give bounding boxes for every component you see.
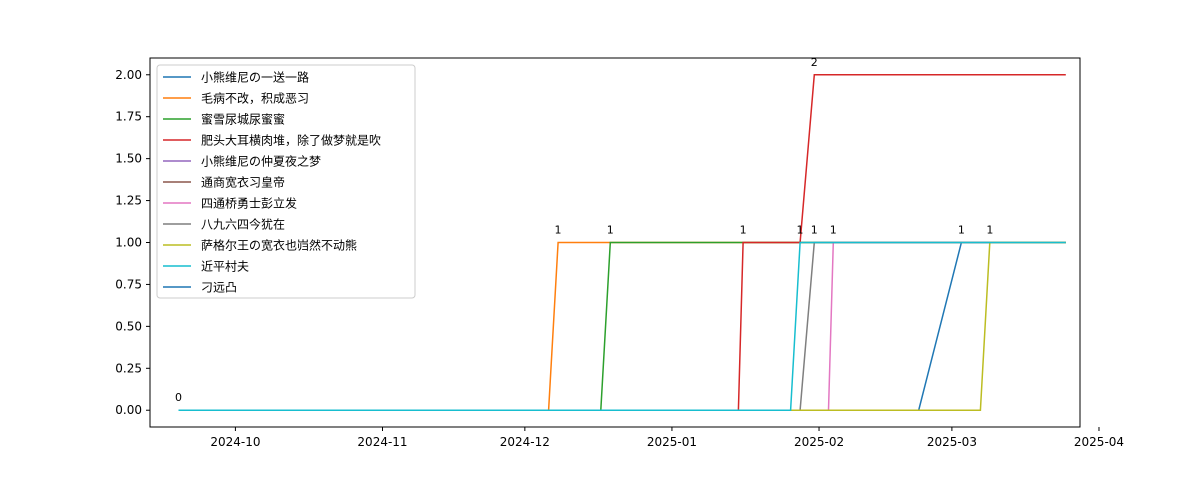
data-labels: 01 1 1 1 1 121 1: [175, 56, 993, 404]
series-layer: [178, 74, 1066, 411]
legend-label-1: 毛病不改，积成恶习: [201, 91, 309, 106]
y-axis: 0.00 0.25 0.50 0.75 1.00 1.25 1.50 1.75 2.00: [115, 68, 150, 417]
data-label-0: 0: [175, 391, 182, 404]
y-tick-label-6: 1.50: [115, 152, 142, 166]
legend-label-8: 萨格尔王の宽衣也岿然不动熊: [201, 238, 357, 253]
data-label-5: 1: [811, 224, 818, 237]
legend: 小熊维尼の一送一路毛病不改，积成恶习蜜雪尿城尿蜜蜜肥头大耳横肉堆，除了做梦就是吹…: [156, 64, 416, 299]
y-tick-label-3: 0.75: [115, 277, 142, 291]
x-tick-label-4: 2025-02: [794, 435, 844, 449]
legend-box: [156, 64, 416, 299]
legend-label-7: 八九六四今犹在: [201, 217, 285, 232]
y-tick-label-2: 0.50: [115, 319, 142, 333]
data-label-3: 1: [740, 224, 747, 237]
legend-label-3: 肥头大耳横肉堆，除了做梦就是吹: [201, 133, 381, 148]
y-tick-label-0: 0.00: [115, 403, 142, 417]
legend-label-10: 刁远凸: [201, 281, 237, 295]
data-label-8: 1: [958, 224, 965, 237]
x-tick-label-2: 2024-12: [500, 435, 550, 449]
data-label-7: 2: [811, 56, 818, 69]
x-tick-label-3: 2025-01: [647, 435, 697, 449]
y-tick-label-1: 0.25: [115, 361, 142, 375]
x-tick-label-5: 2025-03: [927, 435, 977, 449]
data-label-6: 1: [830, 224, 837, 237]
x-axis: 2024-10 2024-11 2024-12 2025-01 2025-02 2025-…: [210, 427, 1124, 449]
legend-label-2: 蜜雪尿城尿蜜蜜: [201, 112, 285, 127]
y-tick-label-5: 1.25: [115, 194, 142, 208]
x-tick-label-1: 2024-11: [357, 435, 407, 449]
y-tick-label-8: 2.00: [115, 68, 142, 82]
data-label-9: 1: [986, 224, 993, 237]
x-tick-label-6: 2025-04: [1074, 435, 1124, 449]
x-tick-label-0: 2024-10: [210, 435, 260, 449]
legend-label-5: 通商宽衣习皇帝: [201, 175, 285, 190]
data-label-4: 1: [797, 224, 804, 237]
data-label-1: 1: [555, 224, 562, 237]
legend-label-0: 小熊维尼の一送一路: [201, 70, 309, 85]
legend-label-9: 近平村夫: [201, 260, 249, 274]
y-tick-label-4: 1.00: [115, 236, 142, 250]
legend-label-6: 四通桥勇士彭立发: [201, 196, 297, 211]
data-label-2: 1: [607, 224, 614, 237]
y-tick-label-7: 1.75: [115, 110, 142, 124]
legend-label-4: 小熊维尼の仲夏夜之梦: [201, 154, 321, 169]
series-line-9: [178, 241, 1066, 411]
